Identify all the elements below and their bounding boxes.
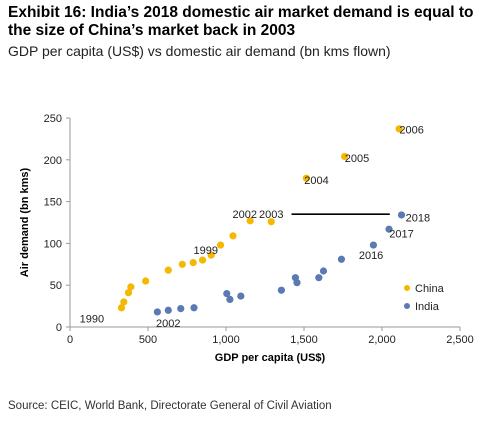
india-point: [177, 305, 185, 313]
india-point: [369, 241, 378, 249]
china-point: [120, 298, 128, 306]
x-tick-label: 2,000: [368, 334, 396, 346]
legend-india-label: India: [415, 301, 440, 313]
india-point: [226, 295, 234, 304]
china-point: [164, 266, 172, 274]
china-year-label: 2003: [259, 209, 283, 221]
china-point: [142, 277, 150, 285]
x-axis-title: GDP per capita (US$): [215, 352, 326, 364]
x-tick-label: 1,000: [212, 334, 240, 346]
y-axis-title: Air demand (bn kms): [19, 167, 31, 277]
china-point: [127, 283, 135, 291]
china-year-label: 2004: [304, 175, 328, 187]
india-point: [293, 279, 301, 287]
india-point: [237, 292, 245, 300]
x-tick-label: 0: [67, 334, 73, 346]
legend-china-label: China: [415, 283, 445, 295]
china-year-label: 2002: [232, 209, 256, 221]
china-year-label: 1990: [80, 314, 104, 326]
india-point: [223, 289, 231, 298]
x-tick-label: 1,500: [290, 334, 318, 346]
china-point: [124, 289, 133, 297]
china-point: [199, 256, 207, 264]
china-point: [246, 217, 254, 225]
china-point: [340, 152, 349, 161]
legend-china-marker: [404, 285, 410, 291]
china-point: [117, 304, 126, 312]
x-tick-label: 500: [139, 334, 157, 346]
india-point: [277, 286, 285, 294]
india-point: [164, 306, 172, 314]
india-point: [397, 211, 406, 219]
china-year-label: 2006: [399, 125, 423, 137]
y-tick-label: 200: [44, 155, 62, 167]
india-point: [190, 304, 198, 312]
source-note: Source: CEIC, World Bank, Directorate Ge…: [8, 400, 332, 412]
china-point: [395, 125, 403, 133]
india-point: [319, 267, 328, 275]
y-tick-label: 50: [50, 280, 62, 292]
y-tick-label: 100: [44, 238, 62, 250]
china-point: [178, 260, 186, 268]
y-tick-label: 250: [44, 113, 62, 125]
legend-india-marker: [404, 303, 410, 309]
india-year-label: 2002: [156, 318, 180, 330]
india-point: [385, 225, 393, 233]
china-point: [229, 232, 237, 240]
india-year-label: 2018: [406, 212, 430, 224]
india-point: [315, 274, 323, 282]
india-year-label: 2016: [359, 250, 383, 262]
india-point: [337, 255, 346, 263]
chart-subtitle: GDP per capita (US$) vs domestic air dem…: [8, 43, 391, 59]
x-tick-label: 2,500: [446, 334, 474, 346]
y-tick-label: 150: [44, 197, 62, 209]
china-point: [216, 241, 225, 249]
china-point: [302, 174, 310, 182]
china-year-label: 1999: [193, 245, 217, 257]
china-point: [207, 251, 215, 259]
china-year-label: 2005: [345, 153, 369, 165]
china-point: [267, 218, 275, 226]
china-point: [189, 259, 197, 267]
india-point: [153, 308, 161, 316]
chart-title: Exhibit 16: India’s 2018 domestic air ma…: [8, 4, 474, 39]
india-year-label: 2017: [389, 228, 413, 240]
y-tick-label: 0: [56, 322, 62, 334]
